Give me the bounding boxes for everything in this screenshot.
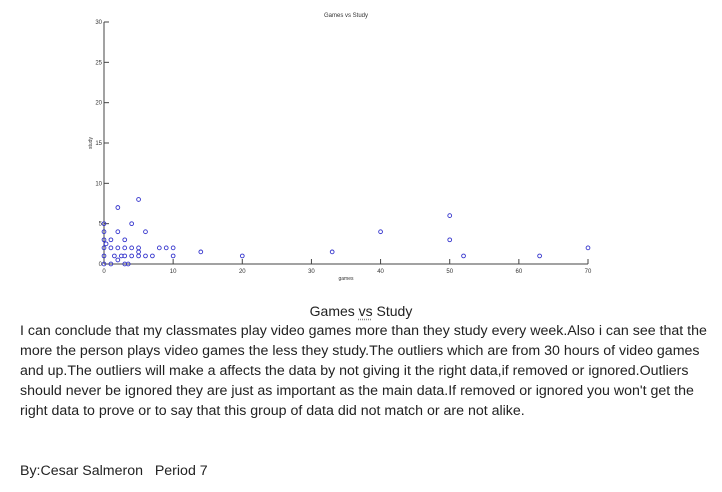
y-axis-label: study <box>88 137 94 149</box>
data-point <box>101 221 107 227</box>
data-point <box>115 245 121 251</box>
data-point <box>108 245 114 251</box>
data-point <box>108 237 114 243</box>
y-tick-label: 25 <box>95 60 102 66</box>
data-point <box>101 229 107 235</box>
x-tick-label: 30 <box>308 269 315 275</box>
data-point <box>150 253 155 259</box>
data-point <box>378 229 383 235</box>
data-point <box>112 253 117 259</box>
caption-before: Games <box>309 303 359 319</box>
data-point <box>129 221 135 227</box>
data-point <box>136 253 141 259</box>
data-point <box>461 253 466 259</box>
scatter-plot-svg: 0 5 10 15 20 25 30 0 10 20 30 40 50 60 70 Games vs Stud… <box>88 13 592 282</box>
data-point <box>136 197 141 202</box>
data-point <box>125 261 131 267</box>
chart-title: Games vs Study <box>324 13 368 19</box>
x-tick-label: 40 <box>377 269 384 275</box>
data-point <box>115 205 121 210</box>
data-point <box>115 257 121 263</box>
x-tick-label: 60 <box>516 269 523 275</box>
data-point <box>115 229 121 235</box>
data-point <box>170 253 176 259</box>
data-point <box>136 249 141 255</box>
data-point <box>447 237 453 243</box>
data-point <box>585 245 591 251</box>
x-tick-label: 0 <box>102 269 106 275</box>
data-point <box>129 253 135 259</box>
data-point <box>170 245 176 251</box>
data-point <box>239 253 245 259</box>
data-point <box>103 241 109 247</box>
data-point <box>136 245 141 251</box>
scatter-chart: 0 5 10 15 20 25 30 0 10 20 30 40 50 60 70 Games vs Stud… <box>88 13 592 282</box>
data-point <box>329 249 335 255</box>
caption-vs: vs <box>358 303 373 319</box>
data-point <box>447 213 453 218</box>
data-point <box>537 253 542 259</box>
y-tick-label: 15 <box>95 141 102 147</box>
data-point <box>129 245 135 251</box>
data-point <box>122 253 128 259</box>
y-tick-label: 5 <box>99 222 103 228</box>
data-point <box>122 245 128 251</box>
byline: By:Cesar Salmeron Period 7 <box>20 463 208 479</box>
data-point <box>163 245 169 251</box>
data-point <box>143 253 148 259</box>
x-tick-label: 10 <box>170 269 177 275</box>
x-tick-label: 70 <box>585 269 592 275</box>
caption-after: Study <box>372 303 413 319</box>
x-tick-label: 20 <box>239 269 246 275</box>
x-axis-label: games <box>338 276 354 282</box>
data-point <box>101 245 107 251</box>
figure-caption: Games vs Study <box>0 303 722 319</box>
y-tick-label: 0 <box>99 262 103 268</box>
data-point <box>198 249 204 255</box>
data-point <box>143 229 148 235</box>
x-tick-label: 50 <box>446 269 453 275</box>
y-tick-label: 20 <box>95 101 102 107</box>
y-tick-label: 10 <box>95 181 102 187</box>
data-point <box>101 261 107 267</box>
data-point <box>101 253 107 259</box>
data-point <box>156 245 162 251</box>
data-point <box>108 261 114 267</box>
data-point <box>122 237 128 243</box>
data-point <box>101 237 107 243</box>
conclusion-paragraph: I can conclude that my classmates play v… <box>20 323 707 419</box>
y-tick-label: 30 <box>95 20 102 26</box>
